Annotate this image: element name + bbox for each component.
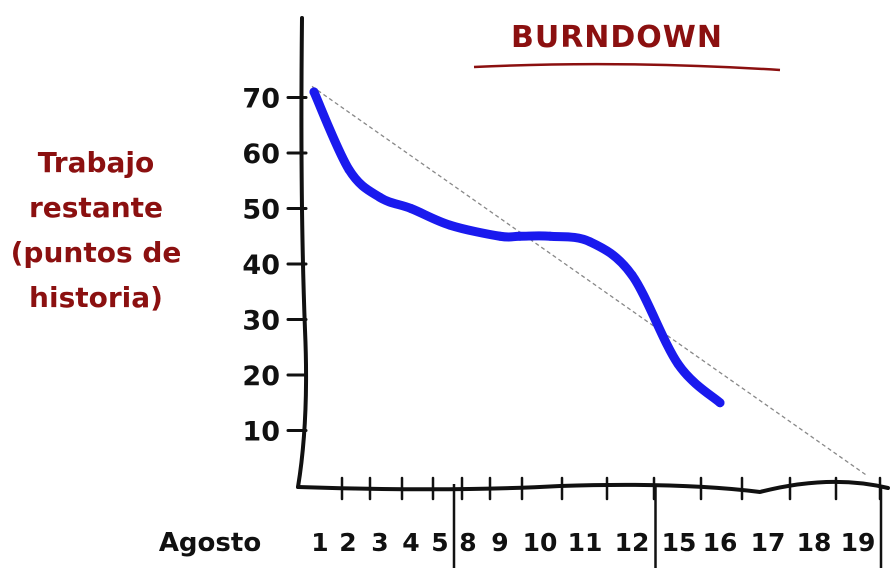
y-label-line: restante [29,191,163,224]
y-axis [296,16,309,489]
x-axis [296,479,890,495]
title-underline [473,62,781,72]
x-tick-label: 15 [662,528,697,557]
x-tick-label: 16 [703,528,738,557]
x-tick-label: 2 [339,528,356,557]
x-axis-label: Agosto [159,528,261,558]
y-label-line: (puntos de [11,236,182,269]
y-ticks: 10 20 30 40 50 60 70 [242,84,308,448]
series-points [309,87,725,408]
x-ticks: 1 2 3 4 5 8 9 10 11 12 15 16 17 18 19 [311,476,882,557]
y-label-line: historia) [29,281,163,314]
data-point [495,231,505,241]
y-tick-label: 40 [242,250,280,281]
ideal-burndown-line [311,85,867,476]
x-tick-label: 17 [751,528,786,557]
sprint-separators [452,484,883,568]
data-point [445,220,455,230]
data-point [375,192,385,202]
x-tick-label: 12 [615,528,650,557]
x-tick-label: 4 [402,528,419,557]
y-tick-label: 70 [242,84,280,115]
chart-title-group: BURNDOWN [473,20,781,72]
series-line-actual [309,87,725,408]
x-tick-label: 10 [523,528,558,557]
data-point [309,87,319,97]
data-point [715,398,725,408]
x-tick-label: 19 [841,528,876,557]
y-tick-label: 10 [242,417,280,448]
y-label-line: Trabajo [38,146,155,179]
y-axis-label: Trabajo restante (puntos de historia) [11,146,182,314]
x-tick-label: 8 [459,528,476,557]
x-tick-label: 5 [431,528,448,557]
data-point [406,204,416,213]
data-point [627,270,637,280]
data-point [515,231,525,241]
x-tick-label: 1 [311,528,328,557]
data-point [344,165,354,175]
data-point [545,231,555,241]
y-tick-label: 50 [242,195,280,226]
y-tick-label: 20 [242,361,280,392]
x-tick-label: 9 [491,528,508,557]
x-tick-label: 18 [797,528,832,557]
axes [296,16,890,495]
y-tick-label: 60 [242,139,280,170]
x-tick-label: 3 [371,528,388,557]
y-tick-label: 30 [242,306,280,337]
data-point [585,237,595,247]
data-point [673,359,683,369]
chart-title: BURNDOWN [511,20,723,55]
x-tick-label: 11 [568,528,603,557]
